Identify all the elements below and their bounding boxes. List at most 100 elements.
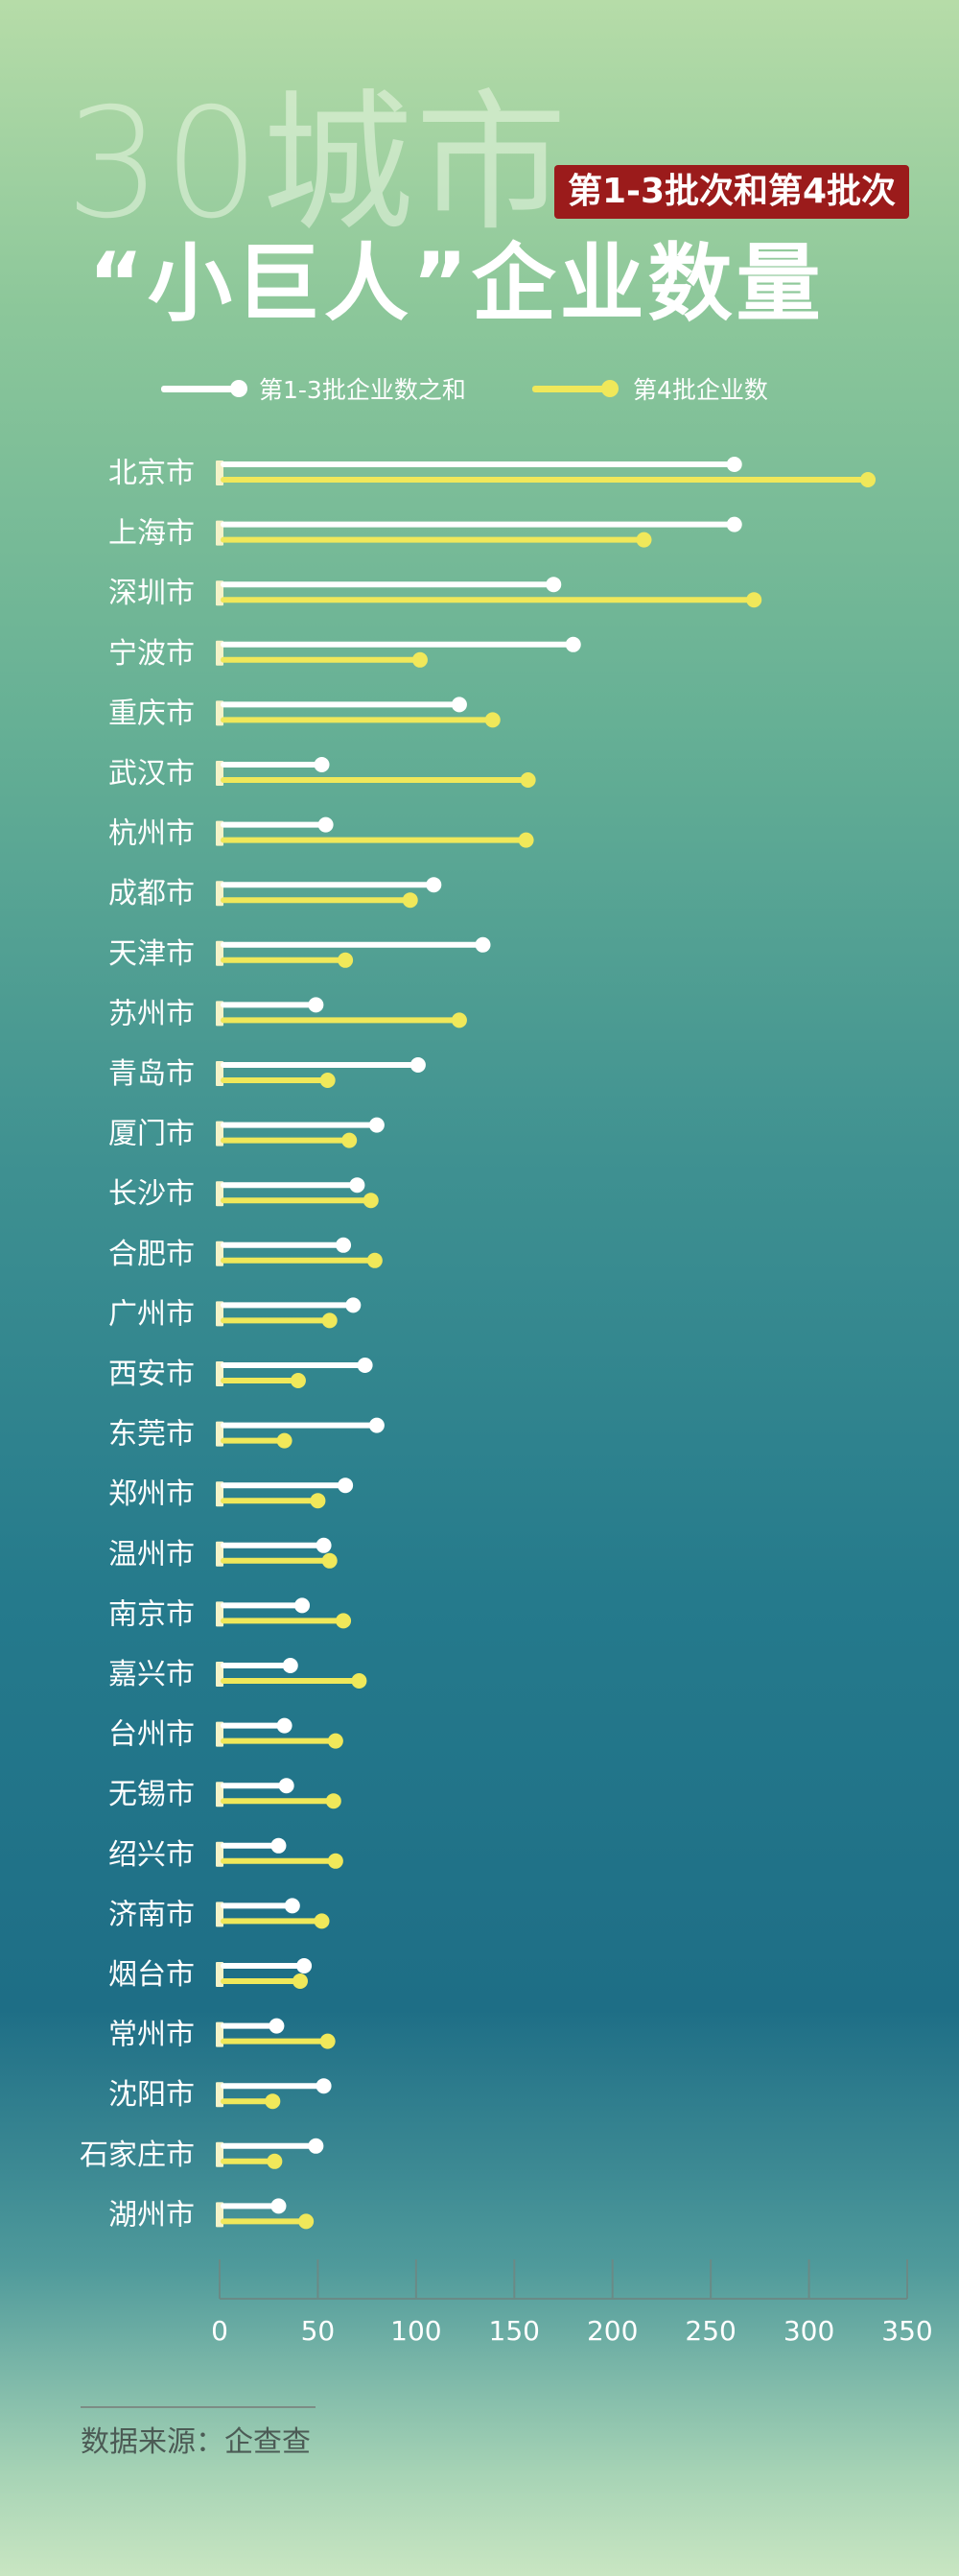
point-series1 bbox=[338, 1477, 354, 1494]
legend-dot-series2 bbox=[601, 380, 619, 397]
point-series2 bbox=[276, 1432, 292, 1449]
point-series1 bbox=[308, 997, 324, 1013]
source-label: 数据来源： bbox=[81, 2425, 224, 2459]
category-label: 北京市 bbox=[108, 457, 195, 490]
category-label: 宁波市 bbox=[108, 637, 195, 671]
category-label: 湖州市 bbox=[108, 2198, 195, 2232]
legend-label-series1: 第1-3批企业数之和 bbox=[259, 376, 466, 404]
legend-label-series2: 第4批企业数 bbox=[633, 376, 768, 404]
point-series1 bbox=[357, 1358, 373, 1373]
category-label: 嘉兴市 bbox=[108, 1658, 195, 1691]
point-series1 bbox=[368, 1417, 385, 1433]
category-label: 济南市 bbox=[108, 1898, 195, 1931]
point-series2 bbox=[860, 472, 877, 487]
category-label: 沈阳市 bbox=[108, 2078, 195, 2112]
point-series1 bbox=[296, 1958, 313, 1973]
x-tick-label: 50 bbox=[301, 2315, 336, 2347]
point-series2 bbox=[336, 1613, 352, 1629]
point-series1 bbox=[294, 1597, 311, 1614]
point-series2 bbox=[290, 1373, 306, 1388]
x-tick-label: 100 bbox=[390, 2315, 441, 2347]
point-series2 bbox=[325, 1793, 341, 1809]
category-label: 合肥市 bbox=[108, 1238, 195, 1271]
source-note: 数据来源：企查查 bbox=[81, 2418, 311, 2460]
point-series1 bbox=[475, 936, 491, 953]
legend-dot-series1 bbox=[230, 380, 247, 397]
point-series1 bbox=[368, 1117, 385, 1133]
point-series2 bbox=[310, 1493, 326, 1509]
point-series1 bbox=[317, 816, 334, 833]
chart-title-main: 30城市 bbox=[65, 76, 570, 252]
category-label: 苏州市 bbox=[108, 997, 195, 1030]
category-label: 天津市 bbox=[108, 937, 195, 971]
category-label: 绍兴市 bbox=[108, 1838, 195, 1872]
point-series1 bbox=[282, 1658, 298, 1673]
point-series2 bbox=[314, 1913, 330, 1929]
category-label: 成都市 bbox=[108, 877, 195, 910]
point-series1 bbox=[314, 757, 330, 772]
category-label: 台州市 bbox=[108, 1718, 195, 1752]
point-series1 bbox=[349, 1177, 365, 1193]
point-series2 bbox=[351, 1673, 367, 1689]
point-series1 bbox=[316, 1537, 332, 1553]
point-series2 bbox=[520, 772, 536, 788]
category-label: 无锡市 bbox=[108, 1778, 195, 1811]
point-series1 bbox=[726, 516, 742, 532]
point-series1 bbox=[345, 1297, 362, 1313]
point-series1 bbox=[269, 2018, 285, 2034]
category-label: 南京市 bbox=[108, 1597, 195, 1631]
x-tick-label: 0 bbox=[211, 2315, 228, 2347]
point-series1 bbox=[565, 636, 581, 652]
point-series2 bbox=[267, 2153, 283, 2169]
point-series2 bbox=[746, 592, 762, 608]
point-series2 bbox=[319, 2033, 336, 2049]
point-series2 bbox=[265, 2093, 281, 2110]
point-series2 bbox=[484, 712, 501, 728]
x-tick-label: 150 bbox=[489, 2315, 540, 2347]
source-divider bbox=[81, 2406, 316, 2408]
batch-badge: 第1-3批次和第4批次 bbox=[554, 165, 909, 219]
point-series2 bbox=[411, 651, 428, 668]
category-label: 青岛市 bbox=[108, 1057, 195, 1091]
category-label: 重庆市 bbox=[108, 697, 195, 730]
point-series1 bbox=[426, 877, 442, 893]
point-series2 bbox=[341, 1132, 358, 1148]
point-series1 bbox=[336, 1237, 352, 1253]
point-series1 bbox=[409, 1057, 426, 1073]
point-series2 bbox=[518, 832, 534, 848]
point-series1 bbox=[276, 1717, 292, 1734]
point-series2 bbox=[363, 1193, 379, 1209]
category-label: 烟台市 bbox=[108, 1958, 195, 1992]
point-series1 bbox=[316, 2078, 332, 2094]
legend-line-series1 bbox=[161, 386, 238, 392]
category-label: 常州市 bbox=[108, 2019, 195, 2052]
category-label: 长沙市 bbox=[108, 1177, 195, 1211]
x-tick-label: 250 bbox=[685, 2315, 736, 2347]
source-value: 企查查 bbox=[224, 2425, 311, 2459]
category-label: 西安市 bbox=[108, 1358, 195, 1391]
point-series2 bbox=[327, 1853, 343, 1869]
category-label: 郑州市 bbox=[108, 1477, 195, 1511]
point-series2 bbox=[298, 2213, 315, 2230]
category-label: 深圳市 bbox=[108, 577, 195, 610]
point-series2 bbox=[451, 1012, 467, 1028]
point-series2 bbox=[338, 952, 354, 968]
point-series1 bbox=[278, 1778, 294, 1794]
point-series2 bbox=[636, 532, 652, 548]
category-label: 武汉市 bbox=[108, 757, 195, 791]
chart-subtitle: “小巨人”企业数量 bbox=[88, 234, 825, 333]
category-label: 上海市 bbox=[108, 517, 195, 551]
category-label: 东莞市 bbox=[108, 1418, 195, 1452]
legend-line-series2 bbox=[532, 386, 609, 392]
category-label: 广州市 bbox=[108, 1297, 195, 1331]
point-series1 bbox=[308, 2138, 324, 2154]
point-series2 bbox=[319, 1073, 336, 1088]
point-series1 bbox=[546, 577, 562, 593]
point-series2 bbox=[366, 1252, 383, 1268]
point-series2 bbox=[321, 1312, 338, 1329]
point-series2 bbox=[321, 1552, 338, 1569]
point-series1 bbox=[284, 1898, 300, 1914]
point-series2 bbox=[292, 1973, 308, 1989]
point-series2 bbox=[327, 1733, 343, 1749]
